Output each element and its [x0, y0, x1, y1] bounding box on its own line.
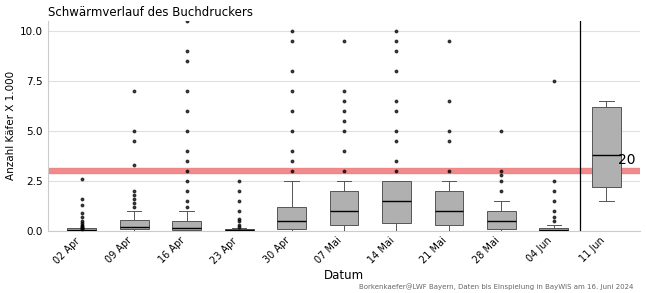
PathPatch shape — [277, 207, 306, 229]
PathPatch shape — [539, 228, 568, 231]
X-axis label: Datum: Datum — [324, 269, 364, 282]
PathPatch shape — [172, 221, 201, 230]
Text: Schwärmverlauf des Buchdruckers: Schwärmverlauf des Buchdruckers — [48, 6, 253, 18]
PathPatch shape — [225, 229, 253, 231]
PathPatch shape — [120, 220, 149, 229]
Text: 20: 20 — [618, 153, 635, 167]
PathPatch shape — [487, 211, 516, 229]
PathPatch shape — [329, 191, 359, 225]
Y-axis label: Anzahl Käfer X 1.000: Anzahl Käfer X 1.000 — [6, 71, 16, 180]
PathPatch shape — [67, 228, 96, 231]
PathPatch shape — [382, 181, 411, 223]
Bar — [48, 168, 640, 173]
PathPatch shape — [435, 191, 463, 225]
Text: Borkenkaefer@LWF Bayern, Daten bis Einspielung in BayWIS am 16. Juni 2024: Borkenkaefer@LWF Bayern, Daten bis Einsp… — [359, 283, 633, 290]
PathPatch shape — [592, 107, 621, 187]
